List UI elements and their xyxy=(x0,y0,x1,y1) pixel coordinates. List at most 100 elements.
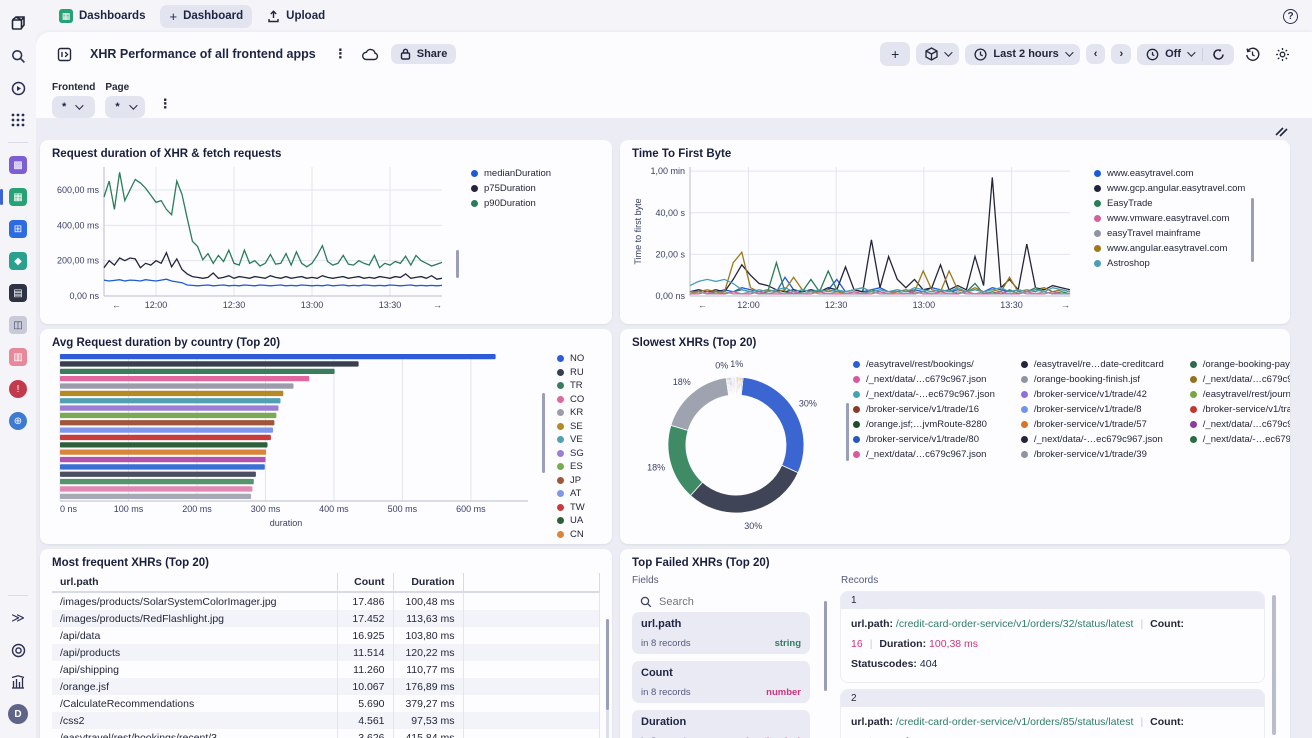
app-problems-icon[interactable]: ! xyxy=(5,376,31,402)
add-tile-button[interactable]: + xyxy=(880,42,911,66)
legend-item[interactable]: p75Duration xyxy=(471,183,551,194)
by-country-chart[interactable]: 0 ns 100 ms 200 ms 300 ms 400 ms 500 ms 600 ms… xyxy=(52,351,538,532)
records-scrollbar[interactable] xyxy=(1272,595,1276,735)
settings-button[interactable] xyxy=(1270,42,1294,66)
legend-scrollbar[interactable] xyxy=(456,250,459,278)
column-header[interactable]: url.path xyxy=(52,573,338,592)
legend-item[interactable]: /broker-service/v1/trade/42 xyxy=(1020,389,1164,400)
legend-scrollbar[interactable] xyxy=(1251,198,1255,262)
refresh-button[interactable] xyxy=(1203,44,1234,65)
legend-item[interactable]: easyTravel mainframe xyxy=(1094,228,1245,239)
help-support-icon[interactable] xyxy=(5,637,31,663)
history-button[interactable] xyxy=(1240,42,1264,66)
legend-item[interactable]: /_next/data/…c679c967.json xyxy=(1189,419,1290,430)
legend-item[interactable]: /broker-service/v1/trade/18 xyxy=(1189,404,1290,415)
filter-menu-kebab[interactable]: ⋮ xyxy=(158,96,172,111)
table-row[interactable]: /css2 4.561 97,53 ms xyxy=(52,712,600,729)
field-card-Duration[interactable]: Duration in 8 records duration (ns) xyxy=(632,710,810,738)
legend-item[interactable]: www.gcp.angular.easytravel.com xyxy=(1094,183,1245,194)
legend-item[interactable]: /_next/data/-…ec679c967.json xyxy=(1020,434,1164,445)
nav-dashboards[interactable]: ▦ Dashboards xyxy=(50,5,154,27)
legend-item[interactable]: /_next/data/…c679c967.json xyxy=(1189,374,1290,385)
legend-item[interactable]: /easytravel/rest/bookings/ xyxy=(853,359,995,370)
expand-sidebar-icon[interactable]: ≫ xyxy=(11,610,25,625)
tile-slowest[interactable]: Slowest XHRs (Top 20) 30% 30% 18% 18% 0% 1% /… xyxy=(620,329,1290,544)
tile-top-failed[interactable]: Top Failed XHRs (Top 20) Fields url.path… xyxy=(620,549,1290,738)
table-row[interactable]: /api/products 11.514 120,22 ms xyxy=(52,644,600,661)
cloud-status-icon[interactable] xyxy=(359,42,383,66)
table-row[interactable]: /api/data 16.925 103,80 ms xyxy=(52,627,600,644)
legend-item[interactable]: SG xyxy=(557,448,585,459)
legend-item[interactable]: /easytravel/re…date-creditcard xyxy=(1020,359,1164,370)
table-row[interactable]: /orange.jsf 10.067 176,89 ms xyxy=(52,678,600,695)
time-back-button[interactable]: ‹ xyxy=(1085,44,1106,64)
filter-page-dropdown[interactable]: * xyxy=(105,96,145,118)
apps-grid-icon[interactable] xyxy=(5,107,31,133)
app-observability-icon[interactable]: ▩ xyxy=(5,152,31,178)
nav-upload[interactable]: Upload xyxy=(258,6,334,27)
legend-item[interactable]: p90Duration xyxy=(471,198,551,209)
analytics-icon[interactable] xyxy=(5,669,31,695)
table-scrollbar[interactable] xyxy=(606,619,609,738)
user-avatar[interactable]: D xyxy=(5,701,31,727)
request-duration-chart[interactable]: 0,00 ns 200,00 ms 400,00 ms 600,00 ms 12:00 1… xyxy=(52,162,452,315)
table-row[interactable]: /CalculateRecommendations 5.690 379,27 ms xyxy=(52,695,600,712)
legend-item[interactable]: /broker-service/v1/trade/8 xyxy=(1020,404,1164,415)
search-icon[interactable] xyxy=(5,43,31,69)
legend-item[interactable]: UA xyxy=(557,515,585,526)
share-button[interactable]: Share xyxy=(390,44,457,64)
app-hosts-icon[interactable]: ▤ xyxy=(5,280,31,306)
legend-item[interactable]: /broker-service/v1/trade/39 xyxy=(1020,449,1164,460)
legend-item[interactable]: www.vmware.easytravel.com xyxy=(1094,213,1245,224)
legend-item[interactable]: /_next/data/-…ec679c967.json xyxy=(853,389,995,400)
column-header[interactable]: Count xyxy=(337,573,394,592)
legend-item[interactable]: RU xyxy=(557,367,585,378)
table-row[interactable]: /images/products/RedFlashlight.jpg 17.452… xyxy=(52,610,600,627)
app-workflows-icon[interactable]: ⊞ xyxy=(5,216,31,242)
app-services-icon[interactable]: ◆ xyxy=(5,248,31,274)
auto-refresh-dropdown[interactable]: Off xyxy=(1137,44,1202,65)
field-card-url.path[interactable]: url.path in 8 records string xyxy=(632,612,810,654)
legend-item[interactable]: www.angular.easytravel.com xyxy=(1094,243,1245,254)
legend-item[interactable]: KR xyxy=(557,407,585,418)
legend-item[interactable]: CO xyxy=(557,394,585,405)
tab-dashboard[interactable]: + Dashboard xyxy=(160,4,253,28)
legend-item[interactable]: TW xyxy=(557,502,585,513)
time-forward-button[interactable]: › xyxy=(1111,44,1132,64)
legend-item[interactable]: VE xyxy=(557,434,585,445)
legend-item[interactable]: www.easytravel.com xyxy=(1094,168,1245,179)
table-row[interactable]: /api/shipping 11.260 110,77 ms xyxy=(52,661,600,678)
legend-item[interactable]: ES xyxy=(557,461,585,472)
legend-item[interactable]: CN xyxy=(557,529,585,540)
dynatrace-logo-icon[interactable] xyxy=(5,11,31,37)
tile-ttfb[interactable]: Time To First Byte 0,00 ns 20,00 s 40,00 s… xyxy=(620,140,1290,324)
tile-by-country[interactable]: Avg Request duration by country (Top 20)… xyxy=(40,329,612,544)
app-mobile-icon[interactable]: ▥ xyxy=(5,344,31,370)
table-row[interactable]: /easytravel/rest/bookings/recent/3 3.626 4… xyxy=(52,729,600,738)
legend-item[interactable]: /_next/data/-…ec679c967.json xyxy=(1189,434,1290,445)
legend-item[interactable]: TR xyxy=(557,380,585,391)
legend-item[interactable]: /broker-service/v1/trade/57 xyxy=(1020,419,1164,430)
legend-scrollbar[interactable] xyxy=(542,393,545,473)
help-icon[interactable]: ? xyxy=(1283,8,1298,24)
slowest-donut-chart[interactable]: 30% 30% 18% 18% 0% 1% xyxy=(632,351,844,536)
dashboard-menu-kebab[interactable]: ⋮ xyxy=(333,46,347,61)
tile-most-frequent[interactable]: Most frequent XHRs (Top 20) url.path Coun… xyxy=(40,549,612,738)
column-header[interactable]: Duration xyxy=(393,573,464,592)
legend-item[interactable]: JP xyxy=(557,475,585,486)
legend-item[interactable]: AT xyxy=(557,488,585,499)
fields-scrollbar[interactable] xyxy=(824,601,827,691)
field-card-Count[interactable]: Count in 8 records number xyxy=(632,661,810,703)
legend-item[interactable]: /broker-service/v1/trade/16 xyxy=(853,404,995,415)
app-session-replay-icon[interactable]: ◫ xyxy=(5,312,31,338)
ttfb-chart[interactable]: 0,00 ns 20,00 s 40,00 s 1,00 min 12:00 12:30 1… xyxy=(632,162,1080,315)
filter-frontend-dropdown[interactable]: * xyxy=(52,96,96,118)
legend-item[interactable]: NO xyxy=(557,353,585,364)
record-card-1[interactable]: 1 url.path: /credit-card-order-service/v1… xyxy=(841,592,1264,682)
legend-item[interactable]: /orange.jsf;…jvmRoute-8280 xyxy=(853,419,995,430)
variables-dropdown[interactable] xyxy=(916,43,960,65)
table-row[interactable]: /images/products/SolarSystemColorImager.… xyxy=(52,592,600,610)
legend-scrollbar[interactable] xyxy=(846,403,849,461)
legend-item[interactable]: Astroshop xyxy=(1094,258,1245,269)
legend-item[interactable]: EasyTrade xyxy=(1094,198,1245,209)
